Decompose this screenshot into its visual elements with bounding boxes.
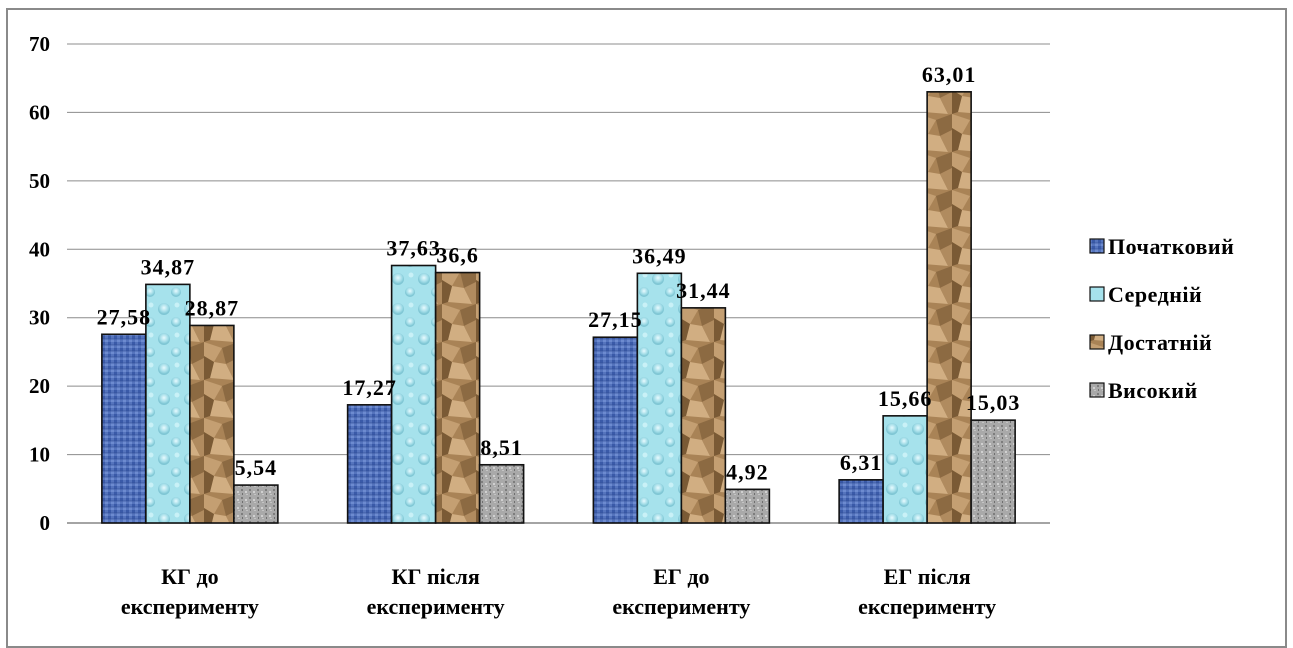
bar-4-2 <box>478 463 525 524</box>
y-tick-label: 0 <box>40 511 51 535</box>
category-label: ЕГ після <box>884 564 971 589</box>
data-label: 37,63 <box>386 236 441 261</box>
y-tick-label: 60 <box>29 100 50 124</box>
bar-2-4 <box>882 415 928 524</box>
bar-3-4 <box>926 91 972 524</box>
data-label: 15,66 <box>878 386 933 411</box>
data-label: 4,92 <box>726 459 769 484</box>
bar-2-2 <box>390 264 437 524</box>
bar-1-3 <box>592 336 639 524</box>
bar-chart: 0 10 20 30 40 50 60 70 27,58 34,87 28,87 5,54 КГ до… <box>29 32 1234 619</box>
data-label: 6,31 <box>840 450 883 475</box>
category-label: експерименту <box>858 594 996 619</box>
bar-4-1 <box>233 484 279 524</box>
legend-swatch <box>1089 334 1105 350</box>
category-label: експерименту <box>121 594 259 619</box>
data-label: 36,6 <box>436 243 479 268</box>
data-label: 8,51 <box>480 435 523 460</box>
bar-1-1 <box>101 333 147 524</box>
data-label: 34,87 <box>141 254 196 279</box>
bar-2-3 <box>636 272 683 524</box>
legend-label: Початковий <box>1108 234 1234 259</box>
data-label: 5,54 <box>235 455 278 480</box>
legend-label: Середній <box>1108 282 1202 307</box>
data-label: 27,15 <box>588 307 643 332</box>
y-tick-label: 70 <box>29 32 50 56</box>
data-label: 15,03 <box>966 390 1021 415</box>
data-label: 28,87 <box>185 295 240 320</box>
y-tick-label: 50 <box>29 169 50 193</box>
bar-1-4 <box>838 479 884 524</box>
category-label: ЕГ до <box>653 564 709 589</box>
legend-swatch <box>1089 286 1105 302</box>
data-label: 63,01 <box>922 62 977 87</box>
category-label: експерименту <box>367 594 505 619</box>
category-label: КГ після <box>392 564 480 589</box>
bar-4-3 <box>724 488 771 524</box>
legend-swatch <box>1089 382 1105 398</box>
bar-2-1 <box>145 283 191 524</box>
legend-swatch <box>1089 238 1105 254</box>
y-tick-label: 40 <box>29 237 50 261</box>
bar-4-4 <box>970 419 1016 524</box>
bar-1-2 <box>346 404 393 524</box>
category-label: КГ до <box>161 564 219 589</box>
legend-label: Достатній <box>1108 330 1212 355</box>
category-label: експерименту <box>612 594 750 619</box>
y-tick-label: 10 <box>29 443 50 467</box>
data-label: 36,49 <box>632 243 687 268</box>
bar-3-1 <box>189 324 235 524</box>
y-tick-label: 20 <box>29 374 50 398</box>
y-tick-label: 30 <box>29 306 50 330</box>
data-label: 27,58 <box>97 304 152 329</box>
legend-label: Високий <box>1108 378 1198 403</box>
bar-3-2 <box>434 271 481 524</box>
data-label: 17,27 <box>342 375 397 400</box>
data-label: 31,44 <box>676 278 731 303</box>
bar-3-3 <box>680 307 727 524</box>
